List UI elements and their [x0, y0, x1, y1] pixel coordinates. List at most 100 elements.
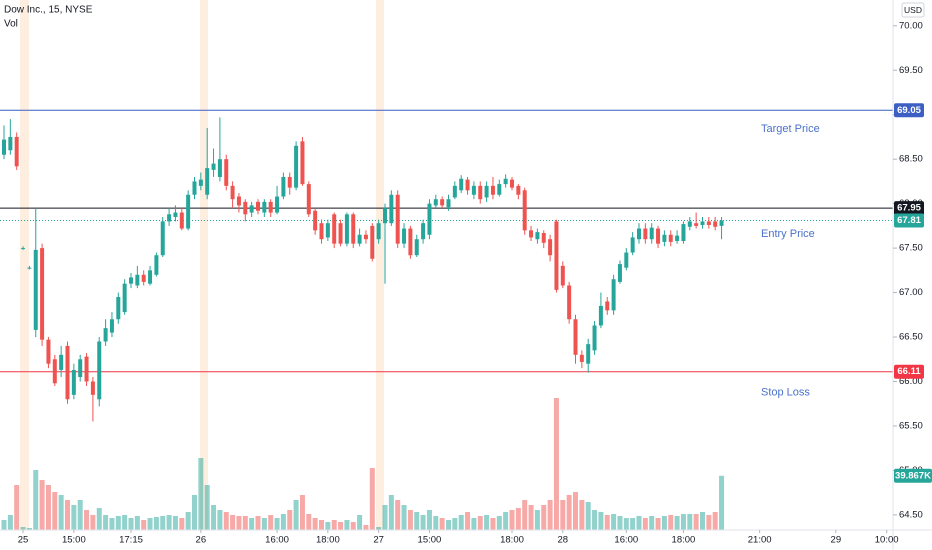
volume-bar: [255, 516, 261, 530]
volume-bar: [230, 515, 236, 530]
candle-body: [332, 214, 337, 244]
candle-body: [706, 221, 711, 225]
volume-bar: [420, 515, 426, 530]
volume-bar: [439, 518, 445, 530]
candle-body: [535, 232, 540, 240]
candle-body: [40, 248, 45, 340]
candle-body: [624, 252, 629, 268]
candle-body: [383, 208, 388, 224]
volume-bar: [661, 516, 667, 530]
volume-bar: [96, 508, 102, 530]
y-tick-label: 65.50: [899, 420, 923, 431]
volume-bar: [585, 502, 591, 530]
volume-bar: [153, 517, 159, 530]
volume-bar: [503, 512, 509, 530]
candle-body: [173, 212, 178, 217]
volume-bar: [122, 515, 128, 530]
x-tick-label: 15:00: [62, 535, 86, 546]
volume-bar: [185, 512, 191, 530]
volume-bar: [515, 508, 521, 530]
x-tick-label: 17:15: [119, 535, 143, 546]
volume-bar: [14, 485, 20, 530]
candle-body: [662, 234, 667, 242]
volume-bar: [649, 516, 655, 530]
candle-body: [338, 223, 343, 244]
volume-bar: [407, 510, 413, 530]
volume-bar: [700, 512, 706, 530]
candle-body: [103, 328, 108, 342]
candle-body: [71, 369, 76, 395]
session-break: [376, 0, 384, 530]
candle-body: [192, 181, 197, 195]
candle-body: [236, 196, 241, 206]
volume-bar: [357, 515, 363, 530]
volume-bar: [71, 505, 77, 530]
x-tick-label: 16:00: [265, 535, 289, 546]
candle-body: [319, 223, 324, 240]
candle-body: [357, 234, 362, 244]
volume-bar: [109, 518, 115, 530]
candle-body: [249, 205, 254, 213]
volume-bar: [566, 495, 572, 530]
volume-bar: [65, 500, 71, 530]
candle-body: [154, 255, 159, 275]
volume-bar: [401, 505, 407, 530]
volume-bar: [319, 520, 325, 530]
volume-bar: [465, 512, 471, 530]
candle-body: [719, 220, 724, 226]
volume-bar: [630, 518, 636, 530]
volume-bar: [198, 458, 204, 530]
candle-body: [573, 319, 578, 355]
candle-body: [414, 239, 419, 256]
candle-body: [516, 185, 521, 195]
candle-body: [548, 239, 553, 256]
volume-bar: [77, 500, 83, 530]
y-tick-label: 66.50: [899, 332, 923, 343]
volume-bar: [490, 518, 496, 530]
volume-bar: [363, 525, 369, 530]
volume-bar: [312, 518, 318, 530]
level-badge-label: 66.11: [897, 366, 921, 377]
candle-body: [65, 345, 70, 400]
candle-body: [408, 228, 413, 256]
candle-body: [700, 221, 705, 225]
candle-body: [217, 159, 222, 177]
candle-body: [446, 199, 451, 208]
volume-bar: [84, 510, 90, 530]
candle-body: [675, 235, 680, 241]
volume-bar: [306, 514, 312, 530]
candle-body: [27, 267, 32, 269]
candle-body: [287, 176, 292, 188]
candle-body: [256, 201, 261, 211]
volume-bar: [452, 518, 458, 530]
x-tick-label: 10:00: [875, 535, 899, 546]
volume-bar: [642, 518, 648, 530]
y-tick-label: 69.50: [899, 65, 923, 76]
volume-bar: [217, 510, 223, 530]
candle-body: [84, 356, 89, 382]
volume-bar: [706, 515, 712, 530]
volume-bar: [128, 518, 134, 530]
volume-bar: [192, 495, 198, 530]
volume-bar: [179, 518, 185, 530]
volume-bar: [534, 510, 540, 530]
candle-body: [617, 264, 622, 282]
chart-title: Dow Inc., 15, NYSE: [4, 5, 93, 16]
volume-bar: [573, 492, 579, 530]
x-tick-label: 18:00: [316, 535, 340, 546]
volume-bar: [338, 522, 344, 530]
candle-body: [46, 339, 51, 364]
x-tick-label: 18:00: [672, 535, 696, 546]
volume-bar: [579, 500, 585, 530]
volume-bar: [458, 515, 464, 530]
x-tick-label: 16:00: [614, 535, 638, 546]
volume-bar: [331, 520, 337, 530]
volume-bar: [617, 516, 623, 530]
currency-box: [901, 2, 925, 18]
x-tick-label: 25: [18, 535, 29, 546]
candle-body: [243, 201, 248, 215]
y-tick-label: 67.00: [899, 287, 923, 298]
volume-bar: [204, 485, 210, 530]
level-badge: [894, 103, 924, 118]
volume-bar: [680, 514, 686, 530]
